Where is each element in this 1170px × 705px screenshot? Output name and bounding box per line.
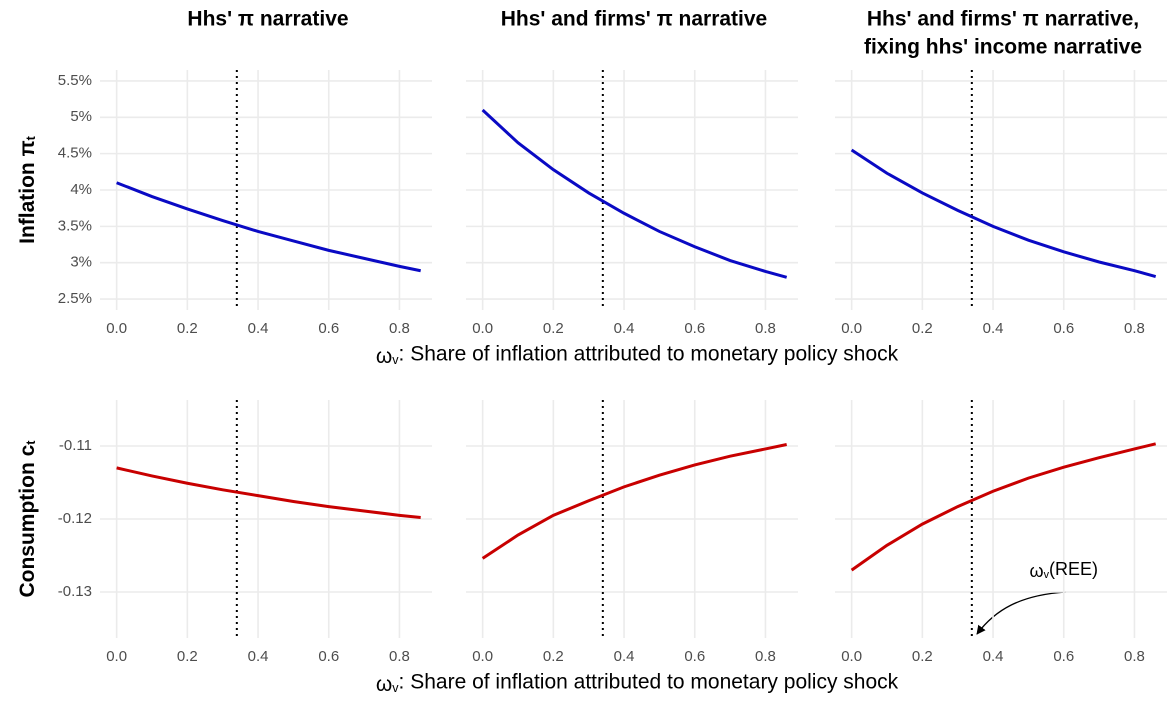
x-tick-label: 0.4 (614, 648, 635, 665)
x-axis-label-part: : Share of inflation attributed to monet… (399, 670, 899, 693)
x-tick-label: 0.0 (472, 320, 493, 337)
line-series (481, 443, 787, 560)
panel-title: Hhs' π narrative (187, 8, 348, 31)
x-tick-label: 0.4 (248, 648, 269, 665)
y-tick-label: -0.12 (58, 510, 92, 527)
line-series (116, 466, 421, 520)
x-axis-label: ωv: Share of inflation attributed to mon… (376, 670, 899, 696)
panel-title: Hhs' and firms' π narrative (501, 8, 767, 31)
x-tick-label: 0.6 (684, 648, 705, 665)
y-axis-label-subscript: t (24, 440, 38, 445)
y-tick-label: 5.5% (58, 72, 92, 89)
x-tick-label: 0.2 (543, 320, 564, 337)
annotation-subscript: v (1044, 569, 1050, 581)
x-tick-label: 0.0 (841, 320, 862, 337)
y-axis-label: Consumption ct (16, 440, 39, 598)
y-tick-label: 3% (70, 254, 92, 271)
x-tick-label: 0.8 (1124, 648, 1145, 665)
x-tick-label: 0.2 (912, 320, 933, 337)
x-tick-label: 0.0 (106, 320, 127, 337)
x-tick-label: 0.8 (755, 648, 776, 665)
y-tick-label: 2.5% (58, 290, 92, 307)
x-tick-label: 0.4 (983, 320, 1004, 337)
x-tick-label: 0.6 (1053, 648, 1074, 665)
panel-title: Hhs' and firms' π narrative, (867, 8, 1139, 31)
y-axis-label: Inflation πt (16, 135, 39, 244)
y-tick-label: 4% (70, 181, 92, 198)
x-tick-label: 0.0 (106, 648, 127, 665)
y-tick-label: 5% (70, 108, 92, 125)
x-tick-label: 0.4 (983, 648, 1004, 665)
y-tick-label: -0.13 (58, 583, 92, 600)
x-tick-label: 0.8 (755, 320, 776, 337)
x-tick-label: 0.2 (177, 320, 198, 337)
x-tick-label: 0.2 (177, 648, 198, 665)
x-tick-label: 0.4 (248, 320, 269, 337)
annotation-part: ω (1030, 561, 1044, 581)
x-tick-label: 0.6 (1053, 320, 1074, 337)
x-axis-label-subscript: v (392, 681, 399, 695)
x-tick-label: 0.0 (841, 648, 862, 665)
x-axis-label: ωv: Share of inflation attributed to mon… (376, 342, 899, 368)
x-tick-label: 0.6 (684, 320, 705, 337)
x-tick-label: 0.2 (912, 648, 933, 665)
y-axis-label-part: Consumption c (16, 444, 39, 597)
x-tick-label: 0.8 (1124, 320, 1145, 337)
line-series (850, 148, 1157, 278)
x-tick-label: 0.8 (389, 648, 410, 665)
panel-title: fixing hhs' income narrative (864, 36, 1142, 59)
x-axis-label-part: ω (376, 345, 392, 368)
line-series (116, 181, 421, 273)
x-tick-label: 0.2 (543, 648, 564, 665)
annotation-part: (REE) (1049, 559, 1098, 579)
y-tick-label: 4.5% (58, 145, 92, 162)
line-series (850, 442, 1157, 572)
x-tick-label: 0.0 (472, 648, 493, 665)
line-series (481, 108, 788, 279)
y-axis-label-part: Inflation π (16, 140, 39, 244)
y-axis-label-subscript: t (24, 135, 38, 140)
annotation-arrow (976, 591, 1067, 635)
x-axis-label-part: ω (376, 673, 392, 696)
x-tick-label: 0.8 (389, 320, 410, 337)
x-axis-label-part: : Share of inflation attributed to monet… (399, 342, 899, 365)
y-tick-label: 3.5% (58, 217, 92, 234)
x-tick-label: 0.4 (614, 320, 635, 337)
x-tick-label: 0.6 (318, 320, 339, 337)
x-axis-label-subscript: v (392, 353, 399, 367)
y-tick-label: -0.11 (59, 437, 92, 454)
annotation: ωv(REE) (1030, 559, 1098, 582)
x-tick-label: 0.6 (318, 648, 339, 665)
